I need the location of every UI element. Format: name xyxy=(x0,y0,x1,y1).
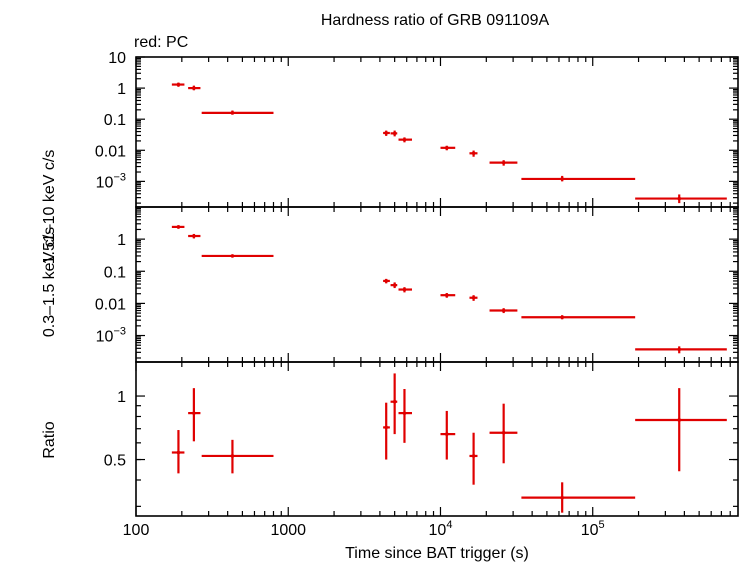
point-marker xyxy=(444,432,449,436)
data-point-soft-1 xyxy=(171,225,185,229)
point-marker xyxy=(384,425,389,430)
data-point-ratio-11 xyxy=(635,388,727,472)
point-marker xyxy=(384,131,389,135)
panel-frame-ratio xyxy=(135,361,739,517)
data-point-hard-2 xyxy=(188,85,201,91)
data-point-hard-10 xyxy=(521,175,636,182)
data-point-soft-3 xyxy=(201,254,274,258)
point-marker xyxy=(471,151,476,156)
data-point-soft-4 xyxy=(383,278,390,284)
point-marker xyxy=(444,293,449,297)
y-tick-label: 1 xyxy=(117,389,126,406)
data-point-soft-7 xyxy=(440,293,456,298)
y-axis-label-soft: 0.3–1.5 keV c/s xyxy=(41,227,58,337)
point-marker xyxy=(192,86,196,90)
point-marker xyxy=(402,287,407,292)
data-point-soft-6 xyxy=(398,287,413,293)
y-tick-label: 1 xyxy=(117,81,126,98)
y-axis-label-ratio: Ratio xyxy=(41,421,58,458)
data-point-ratio-1 xyxy=(171,430,185,474)
point-marker xyxy=(402,411,407,415)
data-point-ratio-3 xyxy=(201,439,274,474)
point-marker xyxy=(501,308,506,313)
series-annotation: red: PC xyxy=(134,34,188,51)
point-marker xyxy=(392,131,397,136)
point-marker xyxy=(402,137,407,142)
panel-soft-band: 1 0.1 0.01 10−3 xyxy=(95,206,739,363)
data-point-ratio-9 xyxy=(489,403,518,464)
point-marker xyxy=(501,160,506,165)
point-marker xyxy=(677,347,682,352)
x-tick-label: 105 xyxy=(581,519,605,539)
data-point-hard-3 xyxy=(201,110,274,115)
data-point-hard-9 xyxy=(489,160,518,166)
y-tick-label: 10−3 xyxy=(96,171,126,191)
panel-hard-band: 10 1 0.1 0.01 10−3 xyxy=(95,50,739,208)
data-point-soft-9 xyxy=(489,308,518,314)
y-tick-label: 10−3 xyxy=(96,326,126,346)
point-marker xyxy=(560,177,564,181)
point-marker xyxy=(392,283,397,287)
data-point-soft-11 xyxy=(635,346,727,354)
y-tick-label: 0.01 xyxy=(95,296,126,313)
data-point-ratio-8 xyxy=(469,432,478,485)
data-point-hard-5 xyxy=(390,130,398,137)
x-tick-label: 100 xyxy=(123,522,150,539)
panel-ratio: 10.5 xyxy=(104,361,739,517)
data-point-hard-6 xyxy=(398,137,413,143)
data-point-hard-4 xyxy=(383,130,390,136)
data-point-soft-8 xyxy=(469,295,478,301)
point-marker xyxy=(560,495,564,500)
data-point-soft-2 xyxy=(188,233,201,239)
data-point-ratio-2 xyxy=(188,388,201,442)
point-marker xyxy=(230,111,235,115)
panel-frame-soft xyxy=(135,206,739,363)
chart-title: Hardness ratio of GRB 091109A xyxy=(321,12,550,29)
point-marker xyxy=(560,315,564,320)
point-marker xyxy=(501,430,506,435)
point-marker xyxy=(192,411,196,415)
x-tick-label: 104 xyxy=(429,519,453,539)
y-tick-label: 0.01 xyxy=(95,143,126,160)
panel-frame-hard xyxy=(135,56,739,208)
point-marker xyxy=(677,196,682,201)
point-marker xyxy=(392,399,397,404)
y-tick-label: 0.1 xyxy=(104,112,126,129)
data-point-ratio-6 xyxy=(398,388,413,443)
point-marker xyxy=(176,82,181,87)
data-point-soft-5 xyxy=(390,282,398,289)
y-tick-label: 1 xyxy=(117,232,126,249)
point-marker xyxy=(176,225,181,229)
data-point-hard-8 xyxy=(469,150,478,157)
point-marker xyxy=(230,454,235,458)
y-axis-label-hard: 1.51–10 keV c/s xyxy=(41,150,58,265)
data-point-hard-7 xyxy=(440,145,456,151)
x-axis-tick-labels: 100 1000 104 105 xyxy=(123,519,605,539)
data-point-hard-11 xyxy=(635,194,727,204)
point-marker xyxy=(444,146,449,150)
point-marker xyxy=(230,254,235,258)
data-point-ratio-10 xyxy=(521,482,636,513)
data-point-ratio-4 xyxy=(383,402,390,460)
x-axis-label: Time since BAT trigger (s) xyxy=(345,545,529,562)
x-tick-label: 1000 xyxy=(270,522,306,539)
point-marker xyxy=(471,295,476,300)
data-point-ratio-5 xyxy=(390,373,398,435)
y-tick-label: 0.5 xyxy=(104,453,126,470)
point-marker xyxy=(192,234,196,238)
point-marker xyxy=(471,454,476,458)
point-marker xyxy=(677,418,682,422)
y-tick-label: 0.1 xyxy=(104,264,126,281)
data-point-ratio-7 xyxy=(440,410,456,460)
point-marker xyxy=(384,279,389,283)
data-point-soft-10 xyxy=(521,315,636,320)
y-tick-label: 10 xyxy=(108,50,126,67)
data-point-hard-1 xyxy=(171,82,185,87)
point-marker xyxy=(176,450,181,455)
